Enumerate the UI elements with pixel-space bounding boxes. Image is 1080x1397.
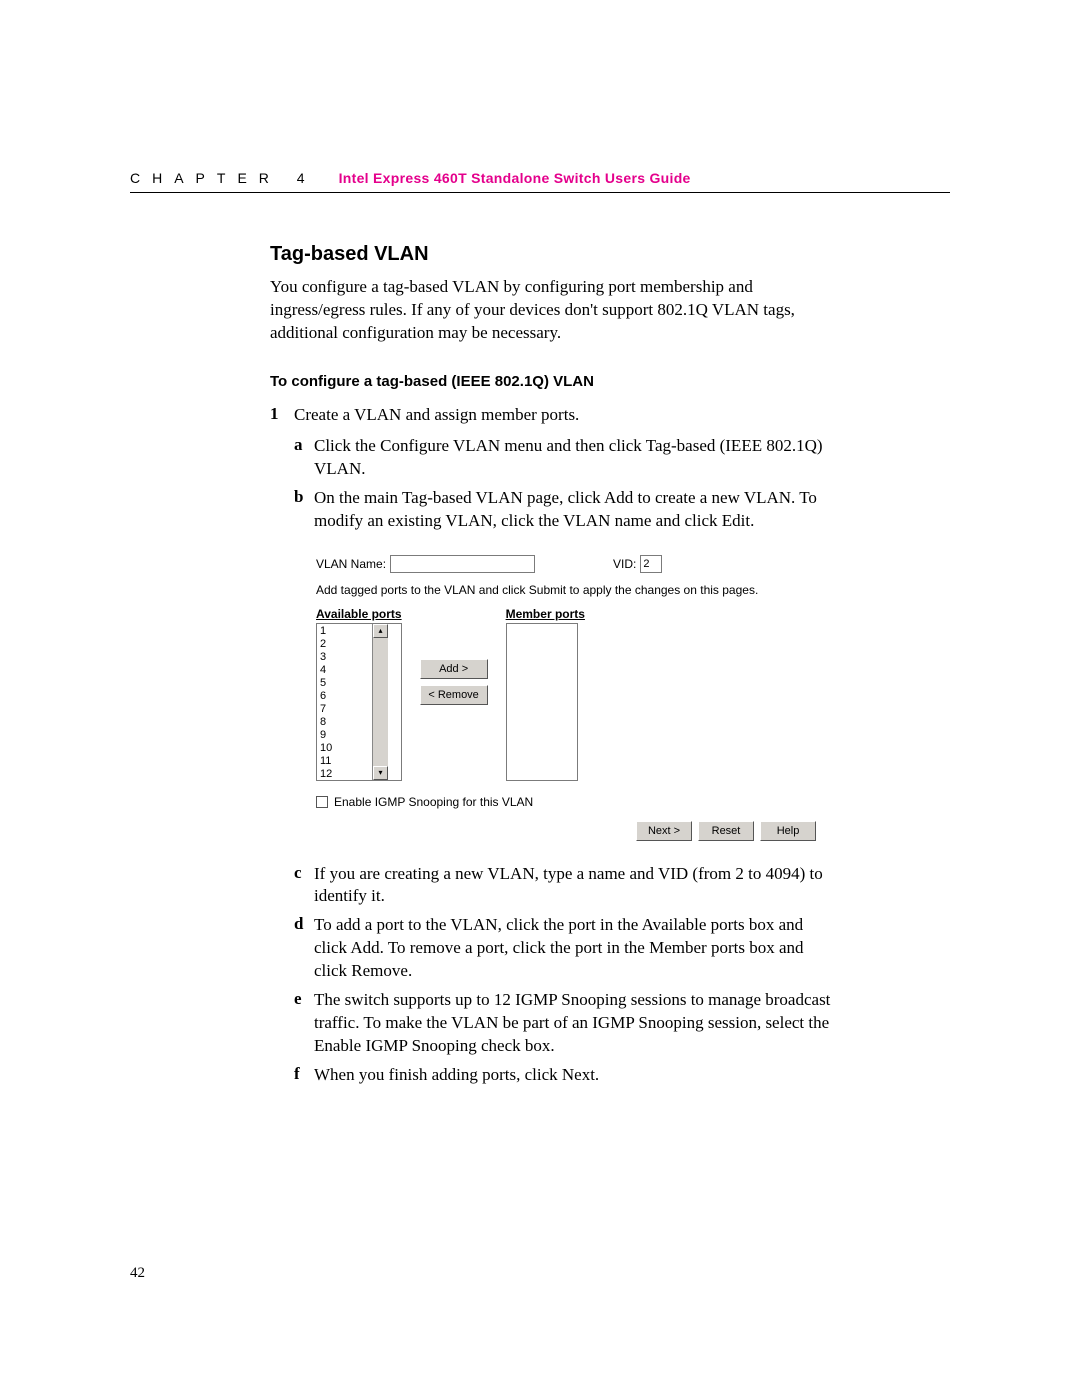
- step-number: 1: [270, 404, 294, 427]
- step-text: Create a VLAN and assign member ports.: [294, 404, 579, 427]
- list-item[interactable]: 4: [320, 664, 369, 677]
- ui-instruction: Add tagged ports to the VLAN and click S…: [316, 583, 816, 597]
- list-item[interactable]: 8: [320, 716, 369, 729]
- substep-d: d To add a port to the VLAN, click the p…: [294, 914, 840, 983]
- page-header: CHAPTER 4 Intel Express 460T Standalone …: [130, 170, 950, 193]
- help-button[interactable]: Help: [760, 821, 816, 841]
- available-ports-listbox[interactable]: 1 2 3 4 5 6 7 8 9 10 11 12: [316, 623, 402, 781]
- igmp-checkbox-row: Enable IGMP Snooping for this VLAN: [316, 795, 816, 809]
- scroll-down-icon[interactable]: ▾: [373, 766, 388, 780]
- name-vid-row: VLAN Name: VID:: [316, 555, 816, 573]
- procedure-heading: To configure a tag-based (IEEE 802.1Q) V…: [270, 373, 840, 390]
- list-item[interactable]: 10: [320, 742, 369, 755]
- member-ports-column: Member ports: [506, 607, 585, 781]
- remove-button[interactable]: < Remove: [420, 685, 488, 705]
- available-ports-column: Available ports 1 2 3 4 5 6 7 8 9 10: [316, 607, 402, 781]
- content-area: Tag-based VLAN You configure a tag-based…: [270, 243, 840, 1087]
- substep-letter: e: [294, 989, 314, 1058]
- substep-letter: f: [294, 1064, 314, 1087]
- igmp-checkbox-label: Enable IGMP Snooping for this VLAN: [334, 795, 533, 809]
- substep-text: If you are creating a new VLAN, type a n…: [314, 863, 840, 909]
- scrollbar[interactable]: ▴ ▾: [372, 624, 388, 780]
- scroll-up-icon[interactable]: ▴: [373, 624, 388, 638]
- substep-e: e The switch supports up to 12 IGMP Snoo…: [294, 989, 840, 1058]
- intro-paragraph: You configure a tag-based VLAN by config…: [270, 276, 840, 345]
- substep-text: On the main Tag-based VLAN page, click A…: [314, 487, 840, 533]
- substep-letter: d: [294, 914, 314, 983]
- vlan-name-input[interactable]: [390, 555, 535, 573]
- substep-text: To add a port to the VLAN, click the por…: [314, 914, 840, 983]
- list-item[interactable]: 12: [320, 768, 369, 780]
- reset-button[interactable]: Reset: [698, 821, 754, 841]
- document-page: CHAPTER 4 Intel Express 460T Standalone …: [0, 0, 1080, 1153]
- igmp-checkbox[interactable]: [316, 796, 328, 808]
- member-ports-title: Member ports: [506, 607, 585, 621]
- substep-a: a Click the Configure VLAN menu and then…: [294, 435, 840, 481]
- substep-letter: b: [294, 487, 314, 533]
- vlan-name-label: VLAN Name:: [316, 557, 386, 571]
- substep-b: b On the main Tag-based VLAN page, click…: [294, 487, 840, 533]
- substep-text: Click the Configure VLAN menu and then c…: [314, 435, 840, 481]
- vlan-config-ui: VLAN Name: VID: Add tagged ports to the …: [316, 555, 816, 841]
- page-number: 42: [130, 1265, 145, 1282]
- available-ports-items[interactable]: 1 2 3 4 5 6 7 8 9 10 11 12: [317, 624, 372, 780]
- transfer-buttons: Add > < Remove: [420, 659, 488, 705]
- vid-label: VID:: [613, 557, 636, 571]
- list-item[interactable]: 1: [320, 625, 369, 638]
- list-item[interactable]: 11: [320, 755, 369, 768]
- guide-title: Intel Express 460T Standalone Switch Use…: [339, 170, 691, 186]
- substep-f: f When you finish adding ports, click Ne…: [294, 1064, 840, 1087]
- add-button[interactable]: Add >: [420, 659, 488, 679]
- chapter-label: CHAPTER 4: [130, 170, 317, 186]
- list-item[interactable]: 6: [320, 690, 369, 703]
- member-ports-listbox[interactable]: [506, 623, 578, 781]
- substep-c: c If you are creating a new VLAN, type a…: [294, 863, 840, 909]
- section-title: Tag-based VLAN: [270, 243, 840, 266]
- substep-text: The switch supports up to 12 IGMP Snoopi…: [314, 989, 840, 1058]
- substep-letter: c: [294, 863, 314, 909]
- substep-letter: a: [294, 435, 314, 481]
- list-item[interactable]: 7: [320, 703, 369, 716]
- bottom-button-row: Next > Reset Help: [316, 821, 816, 841]
- step-1: 1 Create a VLAN and assign member ports.: [270, 404, 840, 427]
- substep-text: When you finish adding ports, click Next…: [314, 1064, 599, 1087]
- next-button[interactable]: Next >: [636, 821, 692, 841]
- available-ports-title: Available ports: [316, 607, 402, 621]
- list-item[interactable]: 9: [320, 729, 369, 742]
- vid-input[interactable]: [640, 555, 662, 573]
- list-item[interactable]: 3: [320, 651, 369, 664]
- list-item[interactable]: 2: [320, 638, 369, 651]
- ports-area: Available ports 1 2 3 4 5 6 7 8 9 10: [316, 607, 816, 781]
- list-item[interactable]: 5: [320, 677, 369, 690]
